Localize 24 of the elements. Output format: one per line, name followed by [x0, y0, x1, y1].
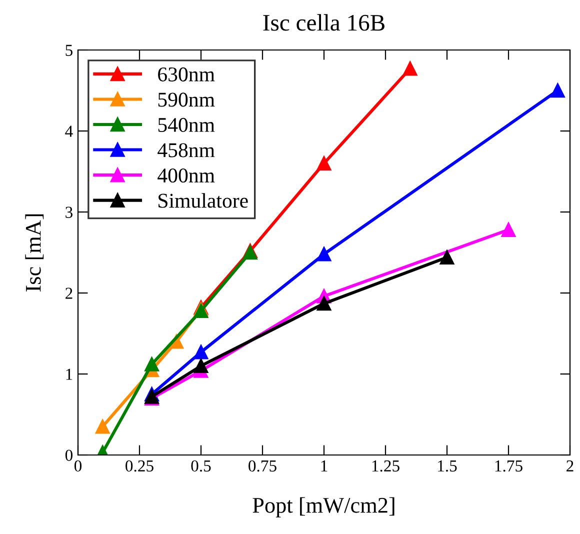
x-tick-label: 0	[74, 460, 82, 472]
x-tick-label: 1	[321, 460, 328, 472]
legend-label: 400nm	[158, 168, 215, 183]
x-tick-label: 0.75	[248, 460, 276, 472]
legend-label: 630nm	[158, 67, 215, 82]
x-tick-label: 1.25	[372, 460, 400, 472]
y-tick-label: 0	[65, 450, 73, 461]
x-tick-label: 0.25	[126, 460, 154, 472]
y-tick-label: 2	[66, 288, 72, 299]
chart-title: Isc cella 16B	[263, 14, 384, 31]
x-axis-title: Popt [mW/cm2]	[252, 497, 394, 518]
x-tick-label: 1.5	[438, 460, 457, 472]
legend-label: 458nm	[158, 143, 215, 158]
legend-label: 590nm	[158, 92, 215, 107]
legend-label: 540nm	[158, 118, 215, 132]
y-tick-label: 3	[66, 206, 72, 218]
y-tick-label: 4	[65, 126, 73, 137]
x-tick-label: 2	[566, 460, 574, 472]
y-tick-label: 1	[66, 368, 72, 380]
y-tick-label: 5	[66, 44, 72, 56]
legend-label: Simulatore	[158, 193, 248, 208]
x-tick-label: 1.75	[495, 460, 522, 472]
x-tick-label: 0.5	[191, 460, 211, 472]
y-axis-title: Isc [mA]	[25, 214, 44, 292]
